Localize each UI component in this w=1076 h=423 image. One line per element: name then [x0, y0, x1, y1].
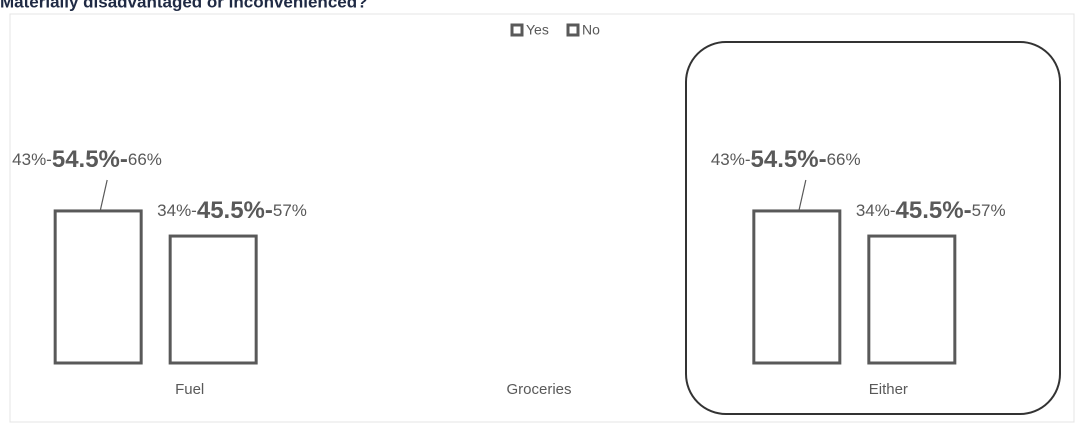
value-label: 34%-45.5%-57% [157, 197, 307, 224]
legend-swatch [566, 23, 580, 37]
legend-label: Yes [526, 22, 549, 38]
leader-line [99, 179, 108, 212]
value-label: 43%-54.5%-66% [12, 146, 162, 173]
bar [752, 209, 842, 365]
bar [867, 234, 957, 365]
legend-label: No [582, 22, 600, 38]
x-tick-label: Groceries [506, 381, 571, 398]
legend-swatch [510, 23, 524, 37]
x-tick-label: Fuel [175, 381, 204, 398]
highlight-box [685, 41, 1061, 415]
x-tick-label: Either [869, 381, 908, 398]
chart-title: Materially disadvantaged or inconvenienc… [0, 0, 368, 11]
bar [53, 209, 143, 365]
value-label: 43%-54.5%-66% [711, 146, 861, 173]
value-label: 34%-45.5%-57% [856, 197, 1006, 224]
bar [168, 234, 258, 365]
leader-line [798, 179, 807, 212]
